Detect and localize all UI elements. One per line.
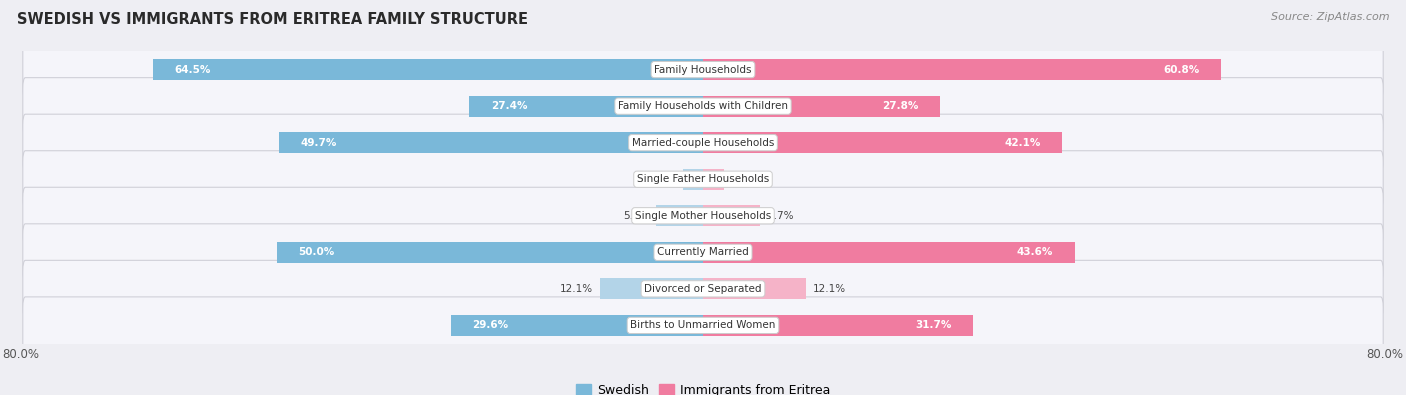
Text: 49.7%: 49.7% — [301, 138, 337, 148]
FancyBboxPatch shape — [22, 78, 1384, 135]
Bar — [451, 315, 703, 336]
Text: 12.1%: 12.1% — [813, 284, 846, 294]
FancyBboxPatch shape — [22, 297, 1384, 354]
Bar — [703, 315, 973, 336]
Bar — [600, 278, 703, 299]
FancyBboxPatch shape — [22, 187, 1384, 244]
FancyBboxPatch shape — [22, 260, 1384, 317]
Bar — [703, 242, 1074, 263]
Text: 50.0%: 50.0% — [298, 247, 335, 257]
Text: 42.1%: 42.1% — [1004, 138, 1040, 148]
Text: 27.8%: 27.8% — [883, 101, 918, 111]
FancyBboxPatch shape — [22, 41, 1384, 98]
Text: Births to Unmarried Women: Births to Unmarried Women — [630, 320, 776, 330]
Bar — [153, 59, 703, 80]
Text: 31.7%: 31.7% — [915, 320, 952, 330]
Text: Married-couple Households: Married-couple Households — [631, 138, 775, 148]
Text: Family Households: Family Households — [654, 65, 752, 75]
FancyBboxPatch shape — [22, 151, 1384, 208]
Text: SWEDISH VS IMMIGRANTS FROM ERITREA FAMILY STRUCTURE: SWEDISH VS IMMIGRANTS FROM ERITREA FAMIL… — [17, 12, 527, 27]
Bar — [683, 169, 703, 190]
Text: 29.6%: 29.6% — [472, 320, 508, 330]
Text: 60.8%: 60.8% — [1164, 65, 1199, 75]
Text: 27.4%: 27.4% — [491, 101, 527, 111]
Text: 43.6%: 43.6% — [1017, 247, 1053, 257]
Bar — [280, 132, 703, 153]
Text: Single Mother Households: Single Mother Households — [636, 211, 770, 221]
Text: Single Father Households: Single Father Households — [637, 174, 769, 184]
Bar — [703, 169, 724, 190]
Text: Source: ZipAtlas.com: Source: ZipAtlas.com — [1271, 12, 1389, 22]
Bar — [703, 132, 1062, 153]
Bar — [470, 96, 703, 117]
Bar — [277, 242, 703, 263]
Bar — [703, 59, 1222, 80]
FancyBboxPatch shape — [22, 114, 1384, 171]
Bar — [703, 96, 941, 117]
Legend: Swedish, Immigrants from Eritrea: Swedish, Immigrants from Eritrea — [571, 379, 835, 395]
Text: 5.5%: 5.5% — [623, 211, 650, 221]
Text: 64.5%: 64.5% — [174, 65, 211, 75]
Text: 2.5%: 2.5% — [731, 174, 758, 184]
Bar — [703, 205, 761, 226]
Bar — [703, 278, 806, 299]
Text: 12.1%: 12.1% — [560, 284, 593, 294]
Text: Divorced or Separated: Divorced or Separated — [644, 284, 762, 294]
Text: 6.7%: 6.7% — [766, 211, 793, 221]
Bar — [657, 205, 703, 226]
Text: 2.3%: 2.3% — [650, 174, 676, 184]
Text: Currently Married: Currently Married — [657, 247, 749, 257]
FancyBboxPatch shape — [22, 224, 1384, 281]
Text: Family Households with Children: Family Households with Children — [619, 101, 787, 111]
